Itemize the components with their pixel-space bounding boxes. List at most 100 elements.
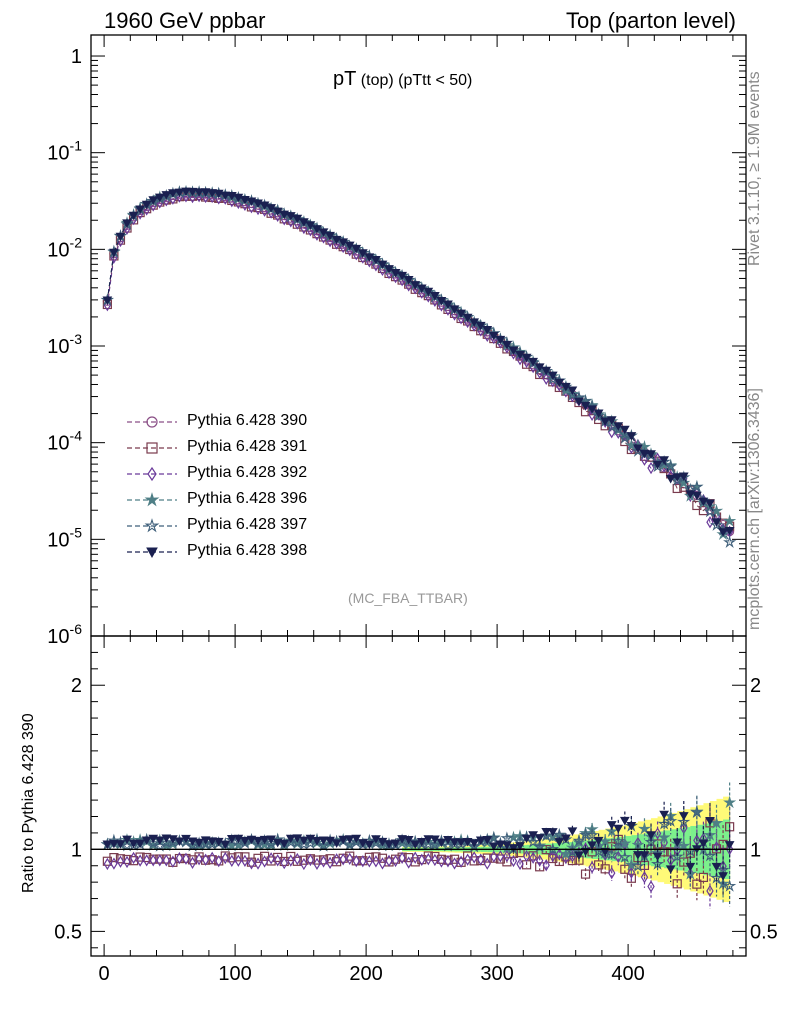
ratio-point (175, 851, 184, 865)
ratio-point (365, 855, 374, 868)
data-point (703, 504, 717, 518)
ratio-point (430, 851, 440, 862)
ratio-point (135, 839, 145, 849)
ratio-point (129, 851, 138, 865)
data-point (618, 431, 632, 444)
header-right: Top (parton level) (566, 8, 736, 33)
ratio-point (515, 842, 525, 851)
ratio-point (351, 834, 362, 844)
ratio-point (181, 834, 191, 844)
ratio-point (677, 839, 691, 852)
analysis-label: (MC_FBA_TTBAR) (348, 590, 468, 606)
ratio-point (723, 795, 737, 809)
y-tick-label: 10-2 (47, 234, 82, 261)
ratio-point (371, 852, 381, 862)
ratio-y-tick-label-right: 1 (750, 839, 761, 861)
ratio-point (712, 840, 721, 854)
ratio-point (285, 834, 296, 844)
ratio-point (502, 841, 512, 850)
ratio-point (574, 851, 584, 861)
ratio-point (483, 857, 491, 870)
ratio-point (141, 836, 152, 845)
ratio-y-tick-label: 1 (71, 839, 82, 861)
ratio-point (526, 835, 540, 848)
data-point (646, 450, 656, 459)
ratio-point (343, 837, 357, 850)
data-point (546, 372, 560, 385)
data-point (449, 305, 460, 314)
ratio-point (215, 854, 223, 868)
ratio-point (372, 855, 380, 868)
ratio-y-tick-label: 0.5 (54, 921, 82, 943)
ratio-point (690, 805, 704, 819)
ratio-point (254, 857, 262, 870)
ratio-point (115, 854, 126, 864)
ratio-point (260, 855, 269, 868)
series-line (106, 195, 730, 527)
ratio-point (352, 854, 360, 868)
y-tick-label: 10-4 (47, 428, 82, 455)
ratio-point (384, 840, 394, 849)
ratio-point (428, 838, 442, 851)
ratio-y-tick-label: 2 (71, 675, 82, 697)
ratio-point (580, 847, 591, 857)
ratio-point (657, 817, 671, 830)
legend-symbol (146, 547, 158, 559)
ratio-point (326, 856, 334, 869)
ratio-point (725, 843, 734, 856)
ratio-point (475, 836, 486, 846)
ratio-point (371, 835, 381, 844)
ratio-point (418, 853, 426, 867)
ratio-point (672, 838, 683, 847)
ratio-point (188, 856, 197, 869)
ratio-point (554, 838, 565, 847)
ratio-point (194, 852, 204, 862)
ratio-point (449, 838, 460, 847)
ratio-point (670, 849, 684, 863)
data-point (724, 526, 735, 536)
ratio-point (116, 855, 125, 868)
title-main: pT (333, 68, 357, 90)
ratio-point (705, 817, 715, 826)
series-2-main (103, 190, 734, 538)
ratio-point (547, 828, 558, 837)
ratio-point (286, 851, 296, 862)
ratio-point (423, 851, 433, 861)
ratio-point (122, 835, 132, 845)
ratio-point (226, 835, 237, 844)
ratio-point (332, 853, 341, 866)
ratio-point (220, 840, 231, 850)
ratio-point (182, 852, 190, 865)
legend-symbol (146, 442, 158, 454)
series-5-ratio (102, 801, 735, 895)
ratio-point (522, 849, 531, 863)
ratio-point (711, 862, 722, 872)
ratio-point (293, 852, 302, 866)
ratio-point (110, 857, 118, 870)
ratio-point (529, 851, 537, 864)
ratio-point (665, 865, 676, 874)
ratio-point (626, 822, 637, 831)
data-point (620, 436, 630, 447)
ratio-point (463, 853, 472, 866)
data-point (109, 248, 119, 258)
data-point (633, 444, 643, 454)
ratio-point (444, 855, 452, 868)
ratio-point (672, 879, 682, 889)
data-point (626, 432, 637, 441)
ratio-point (637, 821, 652, 835)
ratio-point (659, 810, 669, 820)
ratio-point (300, 857, 308, 871)
legend-marker-398 (127, 547, 177, 559)
ratio-point (391, 854, 400, 868)
data-point (647, 461, 655, 475)
ratio-point (516, 857, 524, 871)
ratio-point (664, 814, 678, 827)
data-point (547, 371, 558, 381)
ratio-point (267, 852, 275, 865)
ratio-point (600, 847, 611, 857)
ratio-point (233, 852, 243, 862)
ratio-point (313, 857, 321, 871)
ratio-point (647, 880, 655, 893)
data-point (690, 480, 704, 493)
